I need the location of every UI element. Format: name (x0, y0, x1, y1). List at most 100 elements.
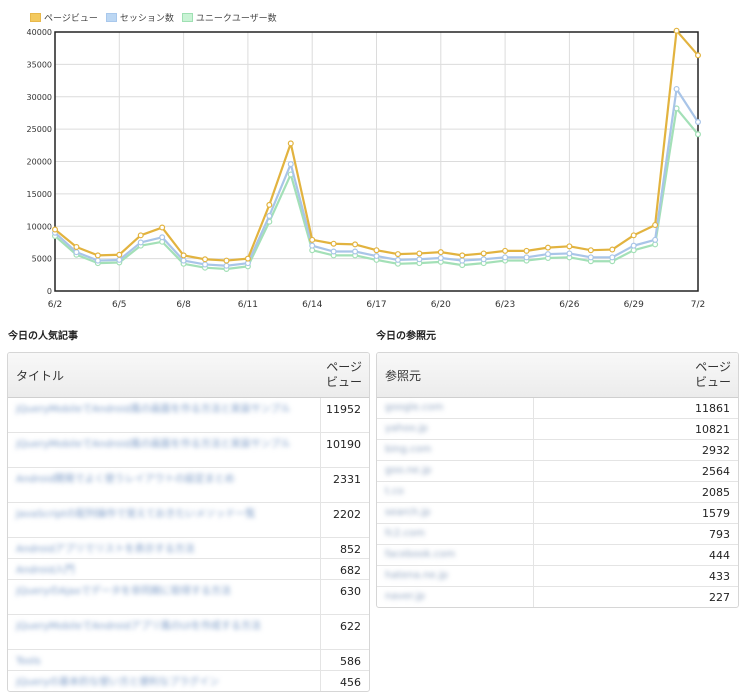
article-title-link[interactable]: jQueryのAjaxでデータを非同期に取得する方法 (16, 586, 231, 597)
pageview-count: 10190 (326, 438, 361, 451)
table-row[interactable]: jQueryのAjaxでデータを非同期に取得する方法 630 (8, 580, 369, 615)
data-point (673, 85, 680, 92)
referrer-name[interactable]: bing.com (385, 444, 432, 455)
article-title-link[interactable]: jQueryMobileでAndroid風の画面を作る方法と実装サンプル (16, 439, 291, 450)
column-header-pageviews[interactable]: ページ ビュー (302, 360, 362, 390)
column-header-pageviews-line2: ビュー (694, 375, 731, 389)
article-title-link[interactable]: Androidアプリでリストを表示する方法 (16, 544, 195, 555)
table-header: 参照元 ページ ビュー (377, 353, 738, 398)
table-row[interactable]: facebook.com 444 (377, 545, 738, 566)
pageview-count: 444 (709, 549, 730, 562)
data-point (159, 224, 166, 231)
data-point (94, 257, 101, 264)
table-row[interactable]: fc2.com 793 (377, 524, 738, 545)
referrer-name[interactable]: naver.jp (385, 591, 426, 602)
column-header-pageviews[interactable]: ページ ビュー (671, 360, 731, 390)
column-divider (320, 538, 321, 558)
x-tick-label: 6/5 (112, 300, 126, 310)
data-point (523, 247, 530, 254)
column-divider (320, 398, 321, 432)
y-tick-label: 0 (47, 287, 52, 296)
legend-label: セッション数 (119, 13, 174, 24)
data-point (394, 251, 401, 258)
table-row[interactable]: hatena.ne.jp 433 (377, 566, 738, 587)
table-row[interactable]: Tools 586 (8, 650, 369, 671)
table-row[interactable]: t.co 2085 (377, 482, 738, 503)
article-title-link[interactable]: Tools (16, 656, 41, 667)
column-header-referrer[interactable]: 参照元 (385, 369, 422, 383)
table-row[interactable]: jQueryMobileでAndroidアプリ風のUIを作成する方法 622 (8, 615, 369, 650)
legend-item[interactable]: セッション数 (105, 11, 174, 24)
x-tick-label: 7/2 (691, 300, 705, 310)
data-point (416, 256, 423, 263)
article-title-link[interactable]: JavaScriptの配列操作で覚えておきたいメソッド一覧 (16, 509, 256, 520)
data-point (330, 248, 337, 255)
referrer-name[interactable]: hatena.ne.jp (385, 570, 448, 581)
data-point (609, 246, 616, 253)
data-point (51, 226, 58, 233)
table-row[interactable]: jQueryMobileでAndroid風の画面を作る方法と実装サンプル 1019… (8, 433, 369, 468)
popular-articles-table: タイトル ページ ビュー jQueryMobileでAndroid風の画面を作る… (7, 352, 370, 692)
article-title-link[interactable]: Android開発でよく使うレイアウトの設定まとめ (16, 474, 235, 485)
referrer-name[interactable]: yahoo.jp (385, 423, 428, 434)
y-tick-label: 5000 (32, 255, 52, 264)
column-divider (533, 566, 534, 586)
article-title-link[interactable]: jQueryMobileでAndroid風の画面を作る方法と実装サンプル (16, 404, 291, 415)
referrer-name[interactable]: fc2.com (385, 528, 425, 539)
referrer-name[interactable]: google.com (385, 402, 444, 413)
data-point (309, 236, 316, 243)
x-tick-label: 6/14 (302, 300, 322, 310)
pageview-count: 630 (340, 585, 361, 598)
pageview-count: 433 (709, 570, 730, 583)
table-row[interactable]: goo.ne.jp 2564 (377, 461, 738, 482)
referrers-body: google.com 11861 yahoo.jp 10821 bing.com 2932… (377, 398, 738, 607)
column-divider (533, 545, 534, 565)
data-point (587, 254, 594, 261)
legend-item[interactable]: ページビュー (30, 11, 98, 24)
referrer-name[interactable]: t.co (385, 486, 404, 497)
table-row[interactable]: jQueryMobileでAndroid風の画面を作る方法と実装サンプル 1195… (8, 398, 369, 433)
table-row[interactable]: Android入門 682 (8, 559, 369, 580)
pageview-count: 852 (340, 543, 361, 556)
table-row[interactable]: Androidアプリでリストを表示する方法 852 (8, 538, 369, 559)
data-point (287, 140, 294, 147)
data-point (587, 247, 594, 254)
data-point (94, 252, 101, 259)
y-tick-label: 10000 (27, 222, 52, 231)
data-point (544, 251, 551, 258)
x-tick-label: 6/20 (431, 300, 451, 310)
legend-item[interactable]: ユニークユーザー数 (181, 11, 277, 24)
pageview-count: 456 (340, 676, 361, 689)
plot-border (54, 31, 699, 292)
article-title-link[interactable]: jQueryMobileでAndroidアプリ風のUIを作成する方法 (16, 621, 261, 632)
data-point (630, 242, 637, 249)
table-row[interactable]: yahoo.jp 10821 (377, 419, 738, 440)
table-row[interactable]: search.jp 1579 (377, 503, 738, 524)
table-row[interactable]: google.com 11861 (377, 398, 738, 419)
x-tick-label: 6/11 (238, 300, 258, 310)
table-row[interactable]: JavaScriptの配列操作で覚えておきたいメソッド一覧 2202 (8, 503, 369, 538)
column-divider (320, 650, 321, 670)
data-point (352, 241, 359, 248)
data-point (116, 251, 123, 258)
pageview-count: 586 (340, 655, 361, 668)
column-divider (533, 440, 534, 460)
data-point (73, 243, 80, 250)
column-header-pageviews-line1: ページ (326, 360, 362, 374)
referrer-name[interactable]: facebook.com (385, 549, 456, 560)
article-title-link[interactable]: Android入門 (16, 565, 75, 576)
referrer-name[interactable]: search.jp (385, 507, 431, 518)
column-header-title[interactable]: タイトル (16, 369, 65, 383)
table-row[interactable]: Android開発でよく使うレイアウトの設定まとめ 2331 (8, 468, 369, 503)
legend-label: ユニークユーザー数 (195, 13, 277, 24)
x-tick-label: 6/29 (624, 300, 644, 310)
data-point (437, 249, 444, 256)
data-point (673, 27, 680, 34)
table-row[interactable]: jQueryの基本的な使い方と便利なプラグイン 456 (8, 671, 369, 691)
referrer-name[interactable]: goo.ne.jp (385, 465, 432, 476)
column-divider (533, 398, 534, 418)
referrers-table: 参照元 ページ ビュー google.com 11861 yahoo.jp 10821… (376, 352, 739, 608)
table-row[interactable]: bing.com 2932 (377, 440, 738, 461)
article-title-link[interactable]: jQueryの基本的な使い方と便利なプラグイン (16, 677, 220, 688)
table-row[interactable]: naver.jp 227 (377, 587, 738, 607)
